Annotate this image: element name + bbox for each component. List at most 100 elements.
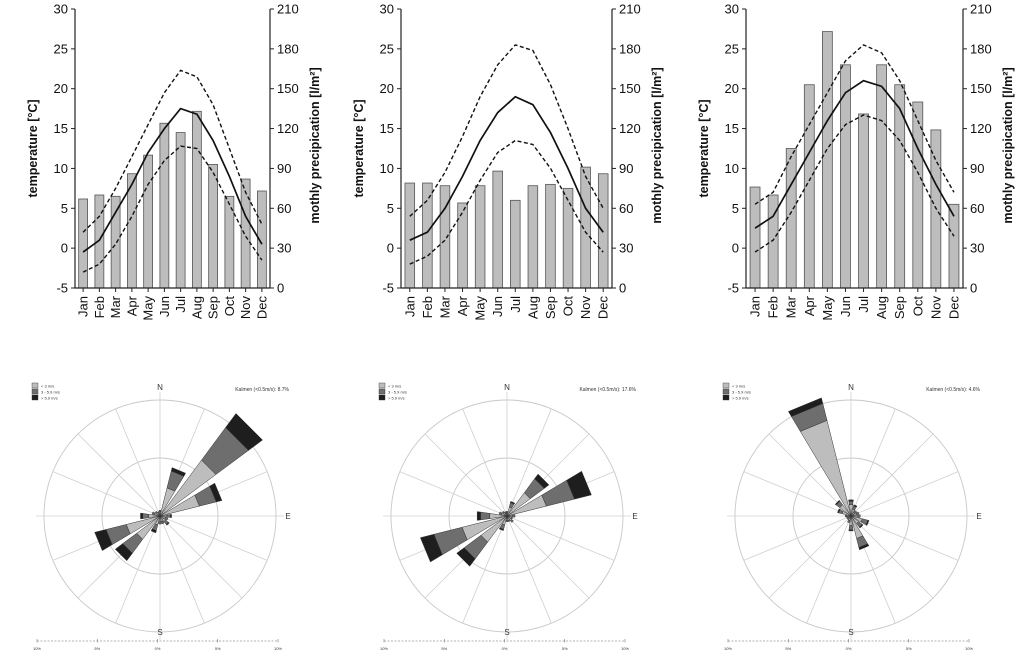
legend-label: 3 - 5.9 m/s xyxy=(388,390,407,395)
y2-tick-label: 180 xyxy=(970,41,992,56)
x-tick-label: Jun xyxy=(157,296,172,317)
x-tick-label: Dec xyxy=(596,296,611,320)
scale-label: 10% xyxy=(621,646,629,651)
y2-axis-title: mothly precipication [l/m²] xyxy=(308,67,322,223)
y2-tick-label: 150 xyxy=(970,81,992,96)
legend-label: 3 - 5.9 m/s xyxy=(732,390,751,395)
x-tick-label: May xyxy=(820,296,835,321)
legend-label: > 5.9 m/s xyxy=(41,396,58,401)
precip-bar xyxy=(948,203,960,289)
rose-spoke xyxy=(768,515,852,599)
precip-bar xyxy=(510,199,521,289)
rose-petal xyxy=(846,516,849,519)
precip-bar xyxy=(457,202,468,289)
x-tick-label: Jan xyxy=(76,296,91,317)
precip-bar xyxy=(876,64,887,289)
rose-petal xyxy=(506,511,508,513)
y2-tick-label: 0 xyxy=(970,281,977,296)
direction-label-s: S xyxy=(504,628,509,637)
precip-bar xyxy=(562,187,574,289)
precip-bar xyxy=(527,185,539,289)
rose-petal xyxy=(510,501,516,505)
direction-label-e: E xyxy=(632,512,637,521)
rose-petal xyxy=(510,516,513,520)
rose-spoke xyxy=(850,433,934,517)
rose-petal xyxy=(505,520,509,522)
y-tick-label: 25 xyxy=(54,41,68,56)
y2-tick-label: 60 xyxy=(277,201,291,216)
rose-petal xyxy=(512,514,516,518)
x-tick-label: Oct xyxy=(561,296,576,317)
scale-label: 10% xyxy=(380,646,388,651)
rose-petal xyxy=(150,528,157,534)
x-tick-label: Oct xyxy=(910,296,925,317)
precip-bar xyxy=(192,110,202,289)
wind-rose-1: N E S < 3 m/s3 - 5.9 m/s> 5.9 m/s Kalmen (<0… xyxy=(31,382,291,651)
x-tick-label: Aug xyxy=(874,296,889,319)
rose-petal xyxy=(510,519,514,523)
legend-label: 3 - 5.9 m/s xyxy=(41,390,60,395)
precip-bar xyxy=(822,31,833,289)
y2-tick-label: 210 xyxy=(277,2,299,17)
rose-petal xyxy=(164,517,169,521)
y2-tick-label: 120 xyxy=(619,121,641,136)
y2-tick-label: 210 xyxy=(970,2,992,17)
y2-tick-label: 30 xyxy=(619,241,633,256)
scale-label: 0% xyxy=(846,646,852,651)
rose-spoke xyxy=(77,433,161,517)
rose-petal xyxy=(157,511,160,514)
x-tick-label: Dec xyxy=(946,296,961,320)
rose-petal xyxy=(848,500,854,505)
legend-label: < 3 m/s xyxy=(388,384,401,389)
rose-spoke xyxy=(159,515,268,561)
y2-tick-label: 210 xyxy=(619,2,641,17)
precip-bar xyxy=(474,185,486,289)
precip-bar xyxy=(175,132,186,289)
rose-petal xyxy=(566,470,592,500)
legend-label: < 3 m/s xyxy=(732,384,745,389)
rose-petal xyxy=(858,523,864,529)
x-tick-label: Jun xyxy=(490,296,505,317)
rose-petal xyxy=(848,529,854,532)
scale-label: 0% xyxy=(502,646,508,651)
direction-label-e: E xyxy=(976,512,981,521)
x-tick-label: Mar xyxy=(437,295,452,318)
x-tick-label: Nov xyxy=(238,296,253,320)
rose-petal xyxy=(165,521,170,526)
rose-spoke xyxy=(115,408,161,517)
legend-swatch xyxy=(378,394,386,401)
rose-petal xyxy=(799,420,852,517)
x-tick-label: Mar xyxy=(784,295,799,318)
wind-rose-2: N E S < 3 m/s3 - 5.9 m/s> 5.9 m/s Kalmen (<0… xyxy=(378,382,638,651)
legend-swatch xyxy=(722,382,730,389)
x-tick-label: Apr xyxy=(802,295,817,316)
scale-label: 10% xyxy=(724,646,732,651)
rose-spoke xyxy=(159,515,243,599)
y2-tick-label: 60 xyxy=(970,201,984,216)
rose-petal xyxy=(846,517,850,521)
rose-petal xyxy=(158,510,162,512)
y-axis-title: temperature [°C] xyxy=(26,99,40,197)
scale-label: 5% xyxy=(215,646,221,651)
rose-spoke xyxy=(506,515,590,599)
scale-label: 5% xyxy=(94,646,100,651)
y2-tick-label: 0 xyxy=(619,281,626,296)
precip-bar xyxy=(749,186,761,289)
y-tick-label: 0 xyxy=(732,241,739,256)
y-tick-label: -5 xyxy=(382,281,394,296)
y-tick-label: 15 xyxy=(54,121,68,136)
rose-spoke xyxy=(424,433,508,517)
rose-spoke xyxy=(743,471,852,517)
temp-min-line xyxy=(409,139,604,265)
x-tick-label: May xyxy=(473,296,488,321)
precip-bar xyxy=(422,182,433,289)
legend-swatch xyxy=(378,382,386,389)
x-tick-label: Feb xyxy=(420,296,435,318)
temp-max-line xyxy=(82,69,263,233)
x-tick-label: Apr xyxy=(455,295,470,316)
legend-swatch xyxy=(31,382,39,389)
rose-petal xyxy=(501,510,505,514)
rose-petal xyxy=(456,547,476,567)
x-tick-label: Jan xyxy=(402,296,417,317)
temp-mean-line xyxy=(82,107,263,253)
